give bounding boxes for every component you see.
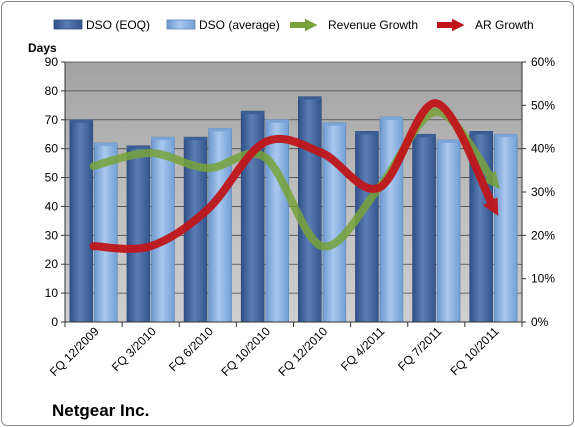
y-right-tick-label: 30% (531, 185, 555, 199)
legend: DSO (EOQ) DSO (average) Revenue Growth A… (53, 18, 534, 32)
bar-top-dso-eoq (184, 137, 208, 141)
y-left-tick-label: 80 (45, 84, 59, 98)
bar-top-dso-average (265, 119, 289, 123)
x-tick-label: FQ 10/2010 (218, 324, 273, 379)
legend-swatch-dso-average (166, 19, 196, 30)
company-name: Netgear Inc. (52, 401, 149, 420)
x-tick-label: FQ 12/2009 (47, 324, 102, 379)
y-right-tick-label: 20% (531, 228, 555, 242)
x-tick-label: FQ 12/2010 (275, 324, 330, 379)
y-left-tick-label: 30 (45, 228, 59, 242)
y-right-tick-label: 40% (531, 142, 555, 156)
legend-label-revenue-growth: Revenue Growth (328, 18, 418, 32)
bar-top-dso-average (494, 134, 518, 138)
legend-item-dso-eoq: DSO (EOQ) (53, 18, 150, 32)
legend-item-revenue-growth: Revenue Growth (290, 18, 418, 32)
y-right-tick-label: 60% (531, 55, 555, 69)
bar-top-dso-eoq (126, 145, 150, 149)
bar-top-dso-average (322, 122, 346, 126)
bar-dso-average (436, 139, 461, 323)
legend-swatch-dso-eoq (53, 19, 83, 30)
bar-top-dso-average (94, 142, 118, 146)
bar-top-dso-eoq (355, 131, 379, 135)
legend-label-ar-growth: AR Growth (475, 18, 534, 32)
bar-dso-average (94, 142, 118, 323)
bar-top-dso-eoq (69, 119, 93, 123)
bar-dso-eoq (355, 131, 379, 323)
y-left-tick-label: 60 (45, 142, 59, 156)
y-right-tick-label: 0% (531, 315, 549, 329)
bar-dso-eoq (412, 133, 436, 323)
x-tick-label: FQ 7/2011 (395, 324, 445, 374)
bar-top-dso-average (437, 140, 461, 143)
y-axis-left-ticks: 0 10 20 30 40 50 60 70 80 90 (45, 55, 65, 329)
y-left-tick-label: 20 (45, 257, 59, 271)
line-ar-growth (89, 99, 499, 253)
bar-top-dso-average (208, 128, 232, 132)
x-tick-label: FQ 4/2011 (338, 324, 388, 374)
legend-item-ar-growth: AR Growth (437, 18, 534, 32)
legend-item-dso-average: DSO (average) (166, 18, 280, 32)
bar-dso-eoq (126, 145, 151, 323)
y-left-tick-label: 90 (45, 55, 59, 69)
bar-dso-average (265, 119, 289, 323)
bar-top-dso-average (379, 116, 403, 120)
bar-top-dso-eoq (298, 96, 322, 100)
bar-top-dso-eoq (241, 111, 265, 115)
y-right-tick-label: 10% (531, 272, 555, 286)
bar-dso-average (379, 116, 404, 323)
x-tick-label: FQ 6/2010 (166, 324, 216, 374)
y-left-tick-label: 50 (45, 171, 59, 185)
y-axis-title-left: Days (28, 41, 57, 55)
y-left-tick-label: 0 (51, 315, 58, 329)
bar-dso-average (493, 133, 518, 323)
y-right-tick-label: 50% (531, 98, 555, 112)
bar-dso-eoq (69, 119, 94, 323)
x-tick-label: FQ 10/2011 (447, 324, 501, 378)
y-left-tick-label: 70 (45, 113, 59, 127)
y-left-tick-label: 10 (45, 286, 59, 300)
line-revenue-growth (89, 107, 500, 251)
growth-lines (89, 99, 500, 253)
bar-top-dso-average (151, 137, 175, 141)
x-tick-label: FQ 3/2010 (109, 324, 159, 374)
x-axis-ticks: FQ 12/2009 FQ 3/2010 FQ 6/2010 FQ 10/2010 FQ… (47, 324, 502, 379)
bar-dso-eoq (298, 96, 322, 323)
bar-dso-average (208, 128, 232, 323)
bar-top-dso-eoq (469, 131, 493, 135)
legend-label-dso-eoq: DSO (EOQ) (86, 18, 150, 32)
legend-label-dso-average: DSO (average) (199, 18, 280, 32)
y-axis-right-ticks: 0% 10% 20% 30% 40% 50% 60% (522, 55, 555, 329)
bar-top-dso-eoq (412, 134, 436, 138)
bar-dso-average (151, 136, 175, 323)
y-left-tick-label: 40 (45, 199, 59, 213)
